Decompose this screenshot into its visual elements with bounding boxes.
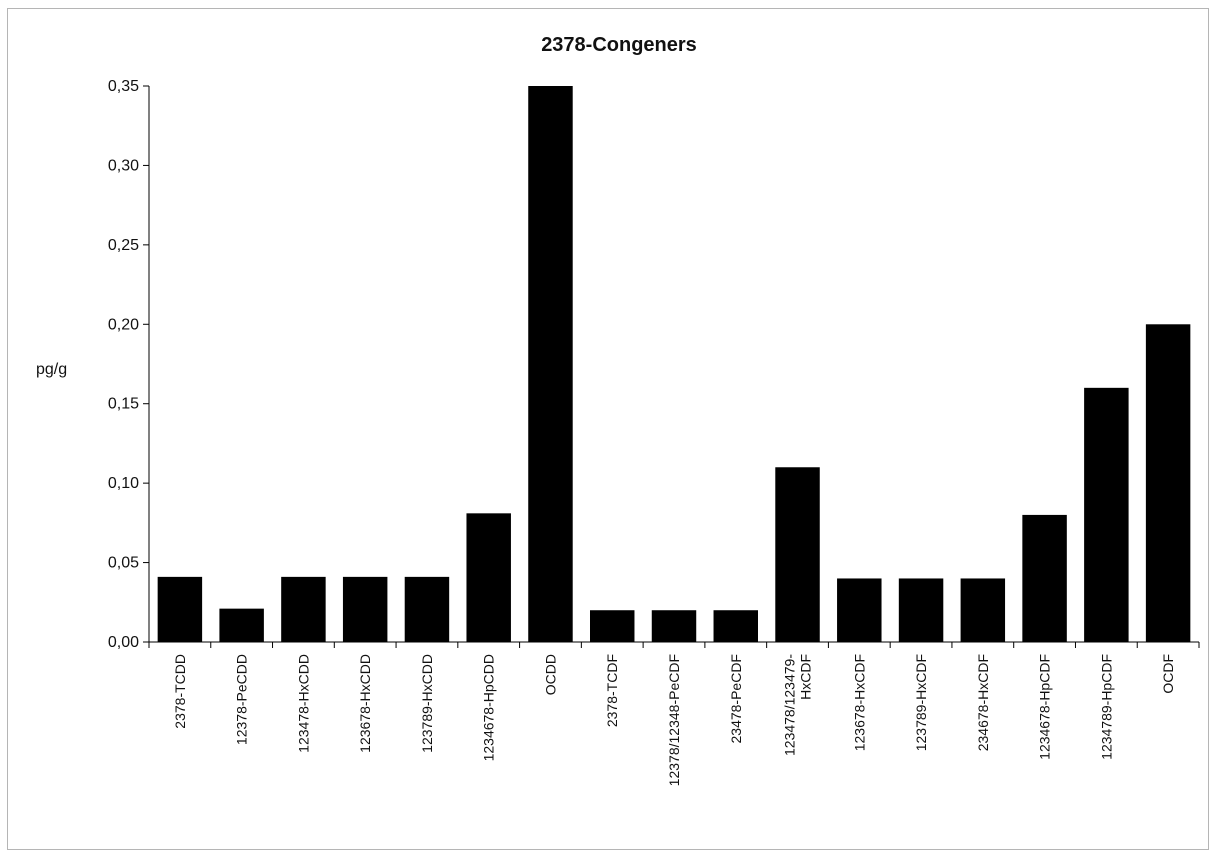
x-category-label-14: 1234678-HpCDF — [1037, 654, 1053, 760]
x-category-label-16: OCDF — [1160, 654, 1176, 694]
x-category-label-7: 2378-TCDF — [604, 654, 620, 727]
x-category-text-7-0: 2378-TCDF — [604, 654, 620, 727]
bar-2 — [281, 576, 326, 642]
x-category-text-15-0: 1234789-HpCDF — [1098, 654, 1114, 760]
y-tick-label-6: 0,30 — [108, 157, 139, 174]
x-category-label-2: 123478-HxCDD — [295, 654, 311, 753]
bar-16 — [1145, 324, 1191, 642]
x-category-text-12-0: 123789-HxCDF — [913, 654, 929, 751]
bars-layer — [157, 86, 1191, 642]
x-category-label-4: 123789-HxCDD — [419, 654, 435, 753]
x-category-text-11-0: 123678-HxCDF — [851, 654, 867, 751]
bar-14 — [1022, 514, 1067, 642]
x-category-text-0-0: 2378-TCDD — [172, 654, 188, 729]
bar-10 — [775, 467, 820, 642]
y-tick-label-7: 0,35 — [108, 78, 139, 95]
x-category-label-1: 12378-PeCDD — [234, 654, 250, 745]
axes-layer — [148, 86, 1200, 648]
x-category-text-9-0: 23478-PeCDF — [728, 654, 744, 744]
bar-chart: 2378-Congeners pg/g 0,00 0,05 0,10 0,15 0,20… — [36, 34, 1200, 787]
x-category-label-0: 2378-TCDD — [172, 654, 188, 729]
x-category-text-10-1: HxCDF — [798, 654, 814, 700]
x-category-text-2-0: 123478-HxCDD — [295, 654, 311, 753]
bar-12 — [898, 578, 944, 642]
x-category-label-11: 123678-HxCDF — [851, 654, 867, 751]
x-category-text-1-0: 12378-PeCDD — [234, 654, 250, 745]
y-tick-label-1: 0,05 — [108, 555, 139, 572]
bar-7 — [590, 610, 635, 642]
x-category-label-13: 234678-HxCDF — [975, 654, 991, 751]
x-category-label-9: 23478-PeCDF — [728, 654, 744, 744]
bar-15 — [1084, 387, 1129, 642]
y-tick-label-0: 0,00 — [108, 634, 139, 651]
bar-4 — [404, 576, 450, 642]
x-category-text-8-0: 12378/12348-PeCDF — [666, 654, 682, 786]
chart-title: 2378-Congeners — [541, 34, 697, 56]
y-tick-label-2: 0,10 — [108, 475, 139, 492]
x-category-label-8: 12378/12348-PeCDF — [666, 654, 682, 786]
bar-3 — [342, 576, 388, 642]
y-tick-label-3: 0,15 — [108, 396, 139, 413]
bar-11 — [837, 578, 882, 642]
x-category-text-5-0: 1234678-HpCDD — [481, 654, 497, 761]
y-axis-label: pg/g — [36, 361, 67, 378]
x-labels-layer: 2378-TCDD 12378-PeCDD 123478-HxCDD 123678-H… — [172, 654, 1176, 787]
bar-8 — [651, 610, 697, 642]
bar-0 — [157, 576, 203, 642]
bar-9 — [713, 610, 758, 642]
x-category-text-4-0: 123789-HxCDD — [419, 654, 435, 753]
x-category-text-3-0: 123678-HxCDD — [357, 654, 373, 753]
x-category-text-13-0: 234678-HxCDF — [975, 654, 991, 751]
x-category-label-12: 123789-HxCDF — [913, 654, 929, 751]
bar-6 — [528, 86, 573, 642]
x-category-text-14-0: 1234678-HpCDF — [1037, 654, 1053, 760]
x-category-label-10: 123478/123479- HxCDF — [782, 654, 814, 756]
x-category-text-6-0: OCDD — [542, 654, 558, 695]
x-category-label-5: 1234678-HpCDD — [481, 654, 497, 761]
y-tick-label-4: 0,20 — [108, 316, 139, 333]
bar-1 — [219, 608, 264, 642]
x-category-text-16-0: OCDF — [1160, 654, 1176, 694]
y-ticks-layer: 0,00 0,05 0,10 0,15 0,20 0,25 0,30 0,35 — [108, 78, 149, 651]
chart-frame: 2378-Congeners pg/g 0,00 0,05 0,10 0,15 0,20… — [7, 8, 1209, 850]
x-category-label-15: 1234789-HpCDF — [1098, 654, 1114, 760]
x-category-text-10-0: 123478/123479- — [782, 654, 798, 756]
y-tick-label-5: 0,25 — [108, 237, 139, 254]
bar-5 — [466, 513, 511, 642]
bar-13 — [960, 578, 1006, 642]
x-category-label-6: OCDD — [542, 654, 558, 695]
x-category-label-3: 123678-HxCDD — [357, 654, 373, 753]
